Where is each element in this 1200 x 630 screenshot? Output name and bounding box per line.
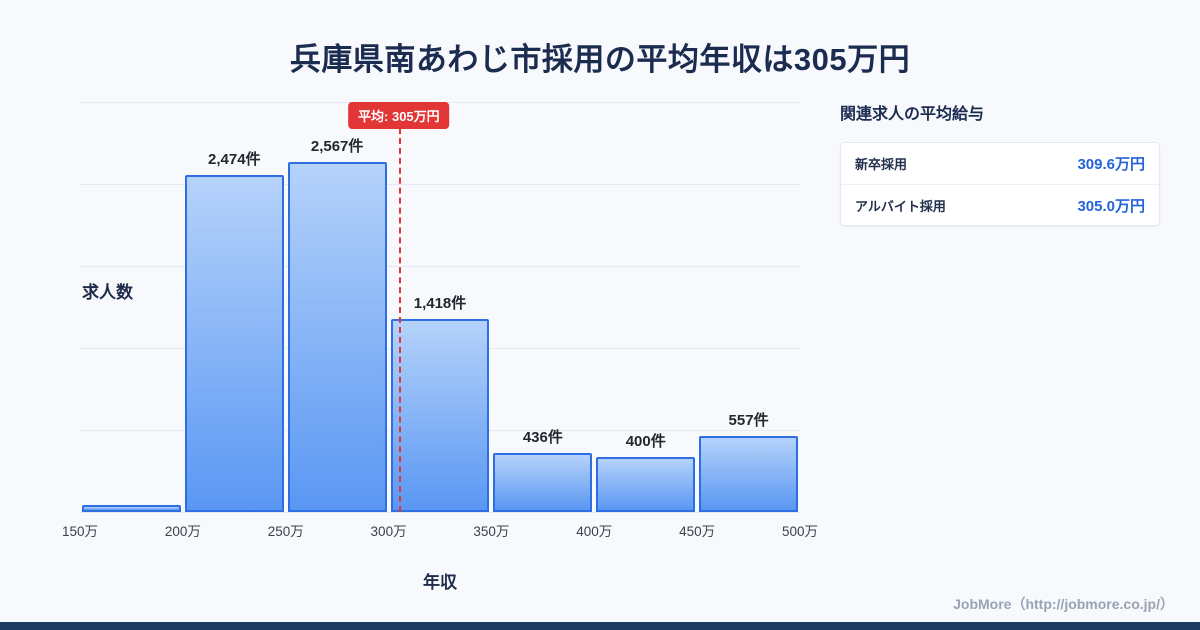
- bar-value-label: 400件: [625, 433, 666, 450]
- gridline: [80, 184, 800, 185]
- histogram-chart: 求人数 年収 2,474件 2,567件 1,418件 436件 400件 557件 150…: [62, 100, 818, 592]
- footer-bar: [0, 622, 1200, 630]
- histogram-bar: [493, 453, 593, 512]
- x-tick-label: 350万: [473, 524, 510, 539]
- histogram-bar: [82, 505, 181, 512]
- histogram-bar: [699, 436, 798, 512]
- bar-value-label: 1,418件: [413, 295, 467, 312]
- histogram-bar: [390, 319, 490, 512]
- related-jobs-panel-title: 関連求人の平均給与: [840, 106, 985, 123]
- x-tick-label: 150万: [61, 524, 99, 539]
- footer-credit: JobMore（http://jobmore.co.jp/）: [953, 596, 1174, 612]
- gridline: [80, 512, 800, 513]
- row-label: アルバイト採用: [855, 198, 946, 214]
- related-jobs-card: 新卒採用 309.6万円 アルバイト採用 305.0万円: [840, 142, 1160, 226]
- x-tick-label: 400万: [576, 524, 613, 539]
- bar-value-label: 2,474件: [208, 151, 261, 168]
- bar-value-label: 436件: [522, 429, 563, 446]
- x-axis-label: 年収: [423, 573, 457, 592]
- histogram-bar: [596, 457, 696, 512]
- table-row: 新卒採用 309.6万円: [841, 143, 1159, 184]
- row-label: 新卒採用: [855, 157, 908, 172]
- row-value: 305.0万円: [1077, 197, 1145, 215]
- histogram-bar: [287, 162, 387, 512]
- page-title: 兵庫県南あわじ市採用の平均年収は305万円: [289, 42, 911, 77]
- bar-value-label: 2,567件: [310, 138, 364, 155]
- gridline: [80, 266, 800, 267]
- average-badge: 平均: 305万円: [348, 102, 450, 129]
- x-tick-label: 450万: [679, 524, 716, 539]
- table-row: アルバイト採用 305.0万円: [841, 184, 1159, 225]
- x-tick-label: 200万: [164, 524, 201, 539]
- x-tick-label: 250万: [267, 524, 304, 539]
- row-value: 309.6万円: [1077, 156, 1145, 173]
- x-tick-label: 300万: [370, 524, 407, 539]
- histogram-bar: [184, 175, 284, 512]
- bar-value-label: 557件: [728, 412, 769, 429]
- related-jobs-panel: 関連求人の平均給与 新卒採用 309.6万円 アルバイト採用 305.0万円: [840, 100, 1160, 226]
- x-tick-label: 500万: [781, 524, 819, 539]
- y-axis-label: 求人数: [82, 283, 133, 302]
- average-line: [398, 128, 401, 512]
